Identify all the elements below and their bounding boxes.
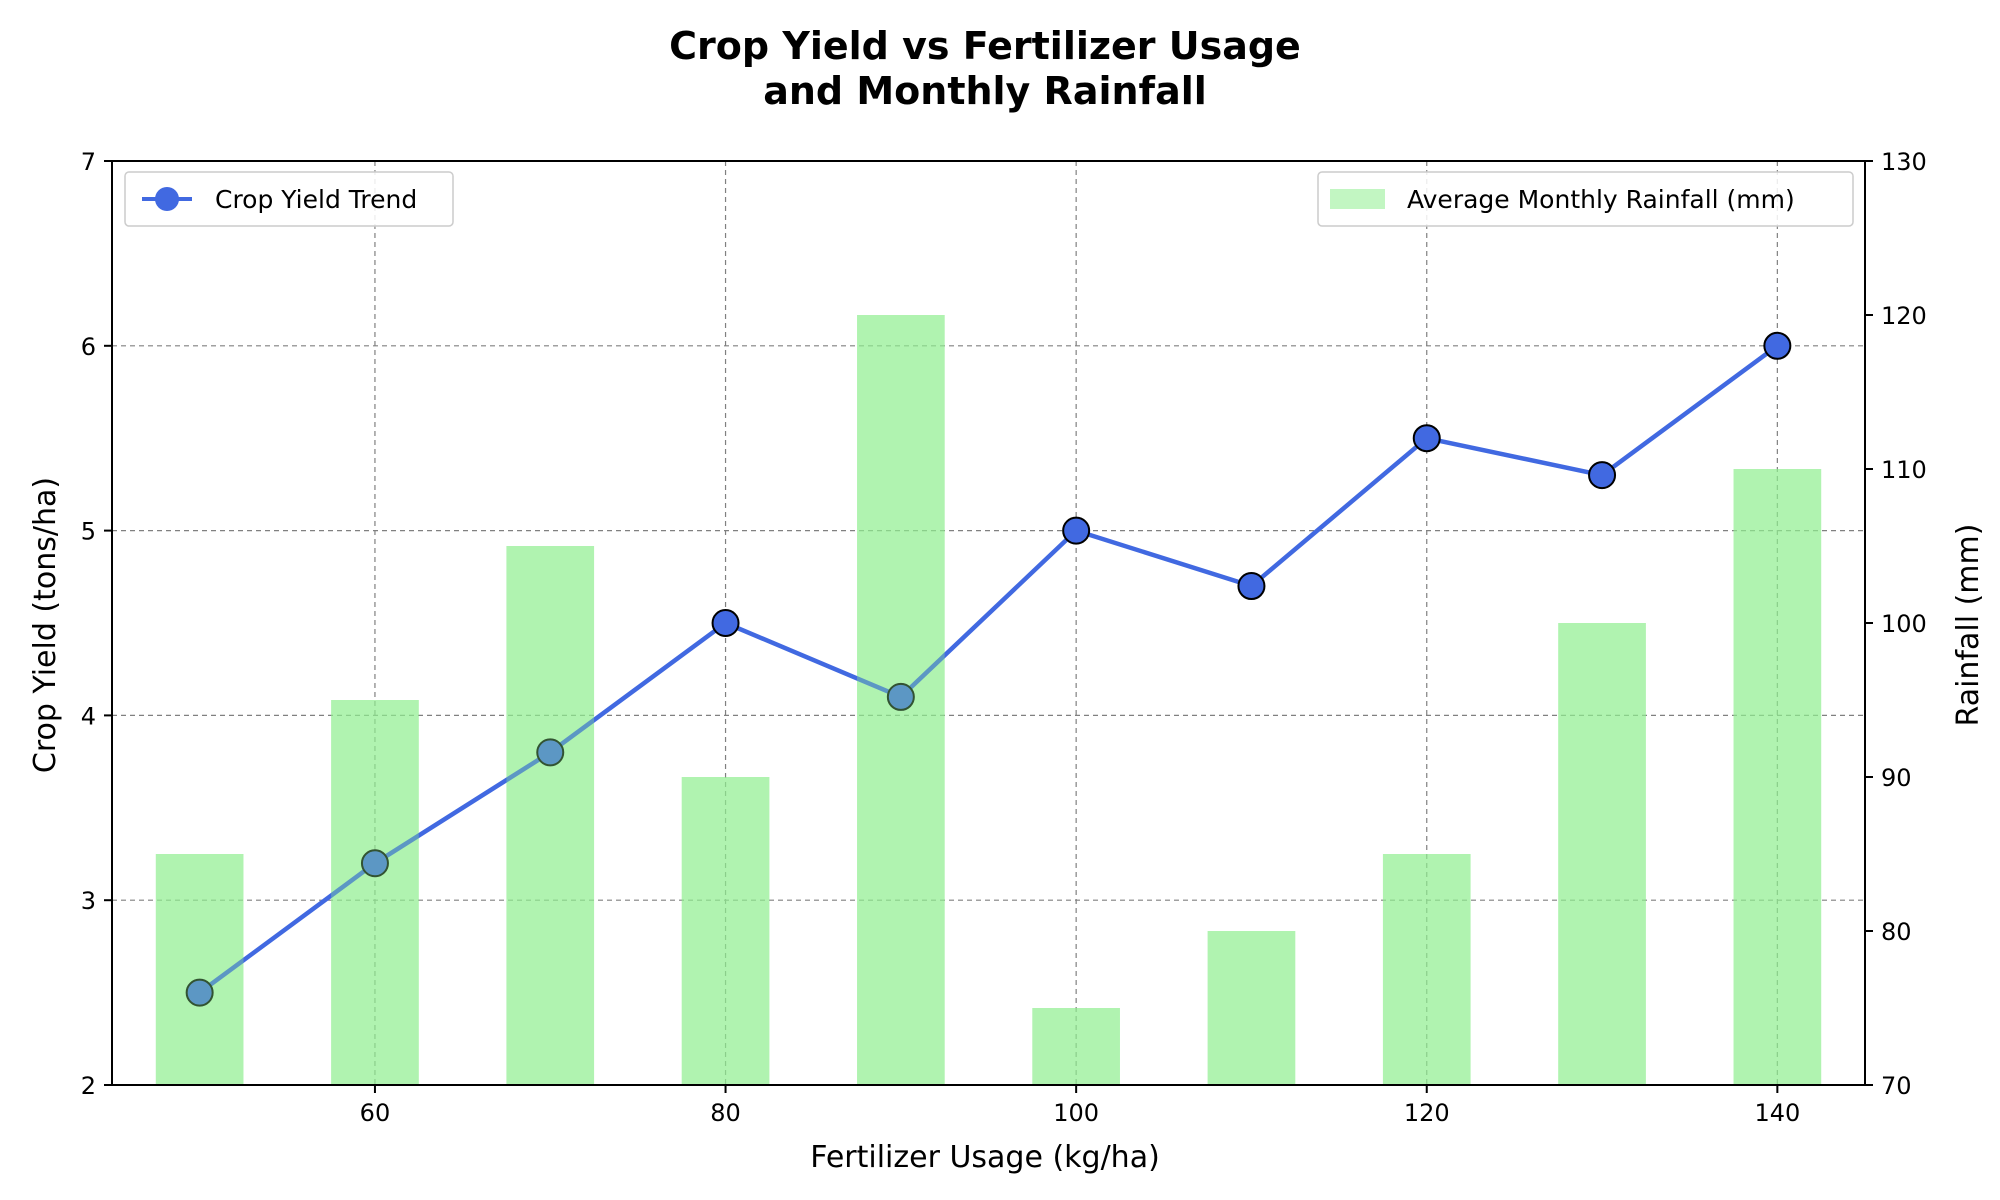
rainfall-bar-overlay [1032, 1008, 1120, 1085]
y-left-tick-label: 6 [81, 333, 96, 361]
yield-point [360, 849, 389, 878]
rainfall-bar [1032, 1008, 1120, 1085]
rainfall-bar [1382, 854, 1471, 1085]
y-left-tick-label: 4 [81, 702, 96, 730]
y-right-tick-label: 110 [1881, 456, 1927, 484]
legend-marker-swatch [155, 187, 179, 211]
rainfall-bar [1207, 931, 1296, 1085]
rainfall-bar [506, 546, 595, 1085]
y-right-tick-label: 120 [1881, 302, 1927, 330]
chart-title-line-2: and Monthly Rainfall [763, 69, 1207, 113]
rainfall-bars [155, 315, 1822, 1085]
rainfall-bar-overlay [506, 546, 595, 1085]
y-left-tick-label: 7 [81, 148, 96, 176]
x-tick-label: 100 [1053, 1099, 1099, 1127]
yield-point [1763, 331, 1792, 360]
yield-point [1588, 461, 1617, 490]
rainfall-bar-overlay [857, 315, 945, 1085]
legend-box [124, 171, 454, 227]
legend-label-crop-yield: Crop Yield Trend [215, 185, 417, 214]
y-axis-left-label: Crop Yield (tons/ha) [28, 477, 63, 773]
x-tick-label: 140 [1754, 1099, 1800, 1127]
yield-line [198, 343, 1779, 995]
y-right-tick-label: 80 [1881, 918, 1912, 946]
legend-rainfall: Average Monthly Rainfall (mm) [1317, 171, 1854, 227]
legend-bar-swatch [1330, 189, 1385, 209]
rainfall-bar [1558, 623, 1646, 1085]
y-left-tick-label: 2 [81, 1072, 96, 1100]
y-left-tick-label: 5 [81, 518, 96, 546]
legend-label-rainfall: Average Monthly Rainfall (mm) [1407, 185, 1795, 214]
y-right-tick-label: 130 [1881, 148, 1927, 176]
rainfall-bar [1733, 469, 1822, 1085]
legend-crop-yield: Crop Yield Trend [124, 171, 454, 227]
rainfall-bar-overlay [155, 854, 244, 1085]
y-right-tick-label: 100 [1881, 610, 1927, 638]
y-axis-right-label: Rainfall (mm) [1951, 524, 1986, 727]
yield-line-layer [155, 315, 1822, 1085]
axes: 60 80 100 120 140 2 3 4 5 6 7 70 80 90 100 110 120 130 [81, 148, 1927, 1127]
rainfall-bar-overlay [1558, 623, 1646, 1085]
chart-title-line-1: Crop Yield vs Fertilizer Usage [669, 24, 1301, 68]
yield-point [1237, 572, 1266, 601]
x-tick-label: 60 [360, 1099, 391, 1127]
rainfall-bar-overlay [1733, 469, 1822, 1085]
y-right-tick-label: 90 [1881, 764, 1912, 792]
yield-point [886, 682, 915, 711]
rainfall-bar-overlay [331, 700, 419, 1085]
legend-box [1317, 171, 1854, 227]
yield-point [185, 978, 214, 1007]
x-tick-label: 120 [1404, 1099, 1450, 1127]
y-left-tick-label: 3 [81, 887, 96, 915]
yield-point [1412, 424, 1441, 453]
x-tick-label: 80 [710, 1099, 741, 1127]
rainfall-bar-overlay [1207, 931, 1296, 1085]
rainfall-bar-overlay [1382, 854, 1471, 1085]
rainfall-bar [681, 777, 770, 1085]
yield-point [1062, 516, 1091, 545]
rainfall-bar-overlay [681, 777, 770, 1085]
rainfall-bar [331, 700, 419, 1085]
y-right-tick-label: 70 [1881, 1072, 1912, 1100]
yield-point [536, 738, 565, 767]
x-axis-label: Fertilizer Usage (kg/ha) [810, 1140, 1160, 1175]
yield-point [711, 609, 740, 637]
